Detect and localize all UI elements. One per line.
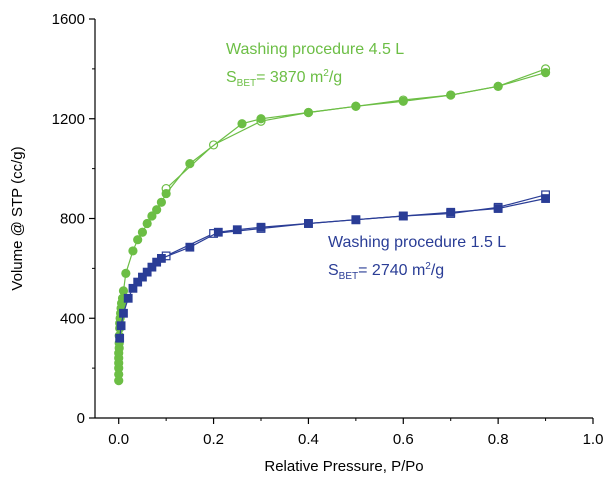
adsorption-point [540,68,551,78]
y-tick-label: 400 [60,310,85,327]
series-1.5L [115,190,550,343]
adsorption-point [446,90,456,100]
adsorption-point [142,267,152,277]
adsorption-point [157,254,166,263]
adsorption-point [232,225,242,235]
adsorption-line [118,72,546,381]
adsorption-point [142,218,152,229]
adsorption-point [398,211,408,221]
adsorption-point [147,211,157,221]
annotation-title: Washing procedure 4.5 L [226,41,404,58]
adsorption-point [147,262,157,272]
series-4.5L [114,64,551,386]
adsorption-point [133,235,143,245]
adsorption-point [351,215,361,225]
adsorption-point [138,272,147,282]
adsorption-point [152,205,162,215]
adsorption-point [351,101,361,111]
x-tick-label: 0.4 [298,431,319,448]
y-tick-label: 1600 [52,11,85,28]
adsorption-point [213,227,223,237]
chart-ticks: 0.0 0.2 0.4 0.6 0.8 1.0 0 400 800 1200 1600 [52,11,604,448]
adsorption-point [237,119,247,129]
annotation-surface-area: SBET= 2740 m2/g [328,261,444,282]
adsorption-point [256,114,266,124]
x-tick-label: 0.0 [108,431,129,448]
adsorption-point [137,227,148,237]
adsorption-point [161,188,171,199]
annotation-title: Washing procedure 1.5 L [328,234,506,251]
adsorption-point [119,308,128,318]
adsorption-point [304,219,313,228]
x-tick-label: 1.0 [583,431,604,448]
x-tick-label: 0.8 [488,431,509,448]
adsorption-point [541,194,550,203]
adsorption-point [128,246,138,256]
adsorption-point [185,159,195,169]
adsorption-point [156,197,166,207]
adsorption-point [118,286,129,296]
adsorption-point [128,283,138,293]
adsorption-point [121,268,131,278]
series-layer [114,64,551,386]
adsorption-point [493,204,503,213]
annotation-4.5L: Washing procedure 4.5 L SBET= 3870 m2/g [226,41,404,89]
adsorption-point [133,277,143,287]
x-tick-label: 0.6 [393,431,414,448]
adsorption-point [398,96,408,106]
x-tick-label: 0.2 [203,431,224,448]
y-axis-label: Volume @ STP (cc/g) [9,146,26,290]
adsorption-point [115,333,125,343]
annotation-surface-area: SBET= 3870 m2/g [226,68,342,89]
x-axis-label: Relative Pressure, P/Po [264,458,423,475]
adsorption-point [123,293,133,303]
desorption-line [165,68,546,190]
adsorption-point [303,107,314,118]
adsorption-point [185,242,195,252]
adsorption-point [446,207,456,217]
adsorption-point [116,321,126,331]
adsorption-point [493,81,503,91]
annotation-1.5L: Washing procedure 1.5 L SBET= 2740 m2/g [328,234,506,282]
y-tick-label: 0 [77,410,85,427]
y-tick-label: 1200 [52,111,85,128]
y-tick-label: 800 [60,211,85,228]
adsorption-point [256,222,266,232]
